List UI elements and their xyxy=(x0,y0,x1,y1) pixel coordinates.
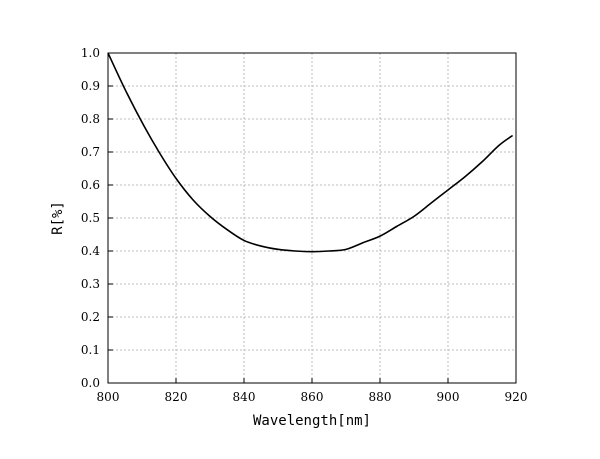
x-tick-label: 820 xyxy=(165,390,188,404)
y-tick-label: 0.8 xyxy=(81,112,100,126)
y-tick-label: 0.0 xyxy=(81,376,100,390)
x-tick-label: 880 xyxy=(369,390,392,404)
x-tick-label: 840 xyxy=(233,390,256,404)
y-tick-label: 0.1 xyxy=(81,343,100,357)
y-tick-label: 0.6 xyxy=(81,178,100,192)
y-tick-label: 0.7 xyxy=(81,145,100,159)
y-tick-label: 0.3 xyxy=(81,277,100,291)
x-tick-label: 900 xyxy=(437,390,460,404)
y-tick-labels: 0.0 0.1 0.2 0.3 0.4 0.5 0.6 0.7 0.8 0.9 1.0 xyxy=(81,46,100,390)
reflectance-curve xyxy=(107,52,514,253)
x-axis-title: Wavelength[nm] xyxy=(253,413,371,429)
x-tick-labels: 800 820 840 860 880 900 920 xyxy=(97,390,528,404)
y-tick-label: 1.0 xyxy=(81,46,100,60)
y-axis-title: R[%] xyxy=(50,201,66,235)
series-layer xyxy=(107,52,514,253)
x-tick-label: 800 xyxy=(97,390,120,404)
y-tick-label: 0.4 xyxy=(81,244,100,258)
y-tick-label: 0.5 xyxy=(81,211,100,225)
x-tick-label: 860 xyxy=(301,390,324,404)
x-tick-label: 920 xyxy=(505,390,528,404)
axis-ticks xyxy=(107,52,517,384)
grid-lines xyxy=(108,53,516,383)
y-tick-label: 0.9 xyxy=(81,79,100,93)
y-tick-label: 0.2 xyxy=(81,310,100,324)
